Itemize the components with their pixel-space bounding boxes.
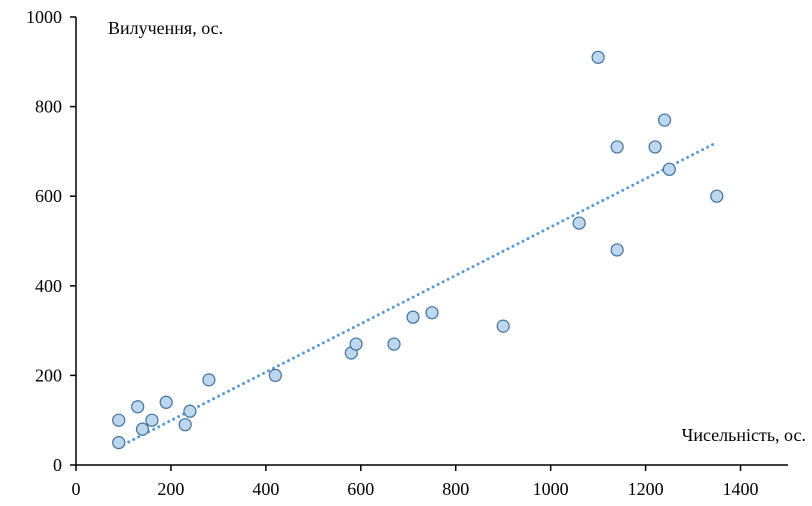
data-point xyxy=(202,373,216,387)
data-point xyxy=(135,422,150,436)
x-tick-label: 200 xyxy=(157,479,184,499)
x-tick-label: 400 xyxy=(252,479,279,499)
data-point xyxy=(387,337,401,351)
y-tick-label: 600 xyxy=(35,186,62,206)
data-point xyxy=(112,436,126,450)
y-tick-label: 1000 xyxy=(26,7,62,27)
data-points xyxy=(112,50,724,450)
trendline xyxy=(117,140,719,449)
data-point xyxy=(145,413,159,427)
axes xyxy=(75,17,788,466)
trendline-group xyxy=(117,140,719,449)
data-point xyxy=(183,404,197,418)
x-tick-label: 800 xyxy=(442,479,469,499)
y-axis-title: Вилучення, ос. xyxy=(108,18,223,38)
data-point xyxy=(425,306,439,320)
data-point xyxy=(572,216,586,230)
data-point xyxy=(710,189,724,203)
x-tick-label: 1000 xyxy=(533,479,569,499)
y-tick-label: 200 xyxy=(35,365,62,385)
data-point xyxy=(496,319,510,333)
data-point xyxy=(657,113,672,127)
data-point xyxy=(591,50,605,64)
data-point xyxy=(268,368,282,382)
x-tick-label: 1400 xyxy=(723,479,759,499)
y-tick-label: 400 xyxy=(35,276,62,296)
x-tick-label: 0 xyxy=(72,479,81,499)
data-point xyxy=(406,310,420,324)
data-point xyxy=(159,395,173,409)
x-tick-label: 1200 xyxy=(628,479,664,499)
data-point xyxy=(648,140,662,154)
x-axis-title: Чисельність, ос. xyxy=(682,425,806,445)
data-point xyxy=(349,337,363,351)
y-tick-label: 0 xyxy=(53,455,62,475)
y-tick-label: 800 xyxy=(35,97,62,117)
data-point xyxy=(610,243,624,257)
x-tick-label: 600 xyxy=(347,479,374,499)
data-point xyxy=(131,400,145,414)
data-point xyxy=(662,162,676,176)
data-point xyxy=(112,413,126,427)
axis-ticks: 0 200 400 600 800 1000 0 200 400 600 800 1000 1200 14… xyxy=(26,7,759,499)
data-point xyxy=(178,418,192,432)
data-point xyxy=(610,140,624,154)
